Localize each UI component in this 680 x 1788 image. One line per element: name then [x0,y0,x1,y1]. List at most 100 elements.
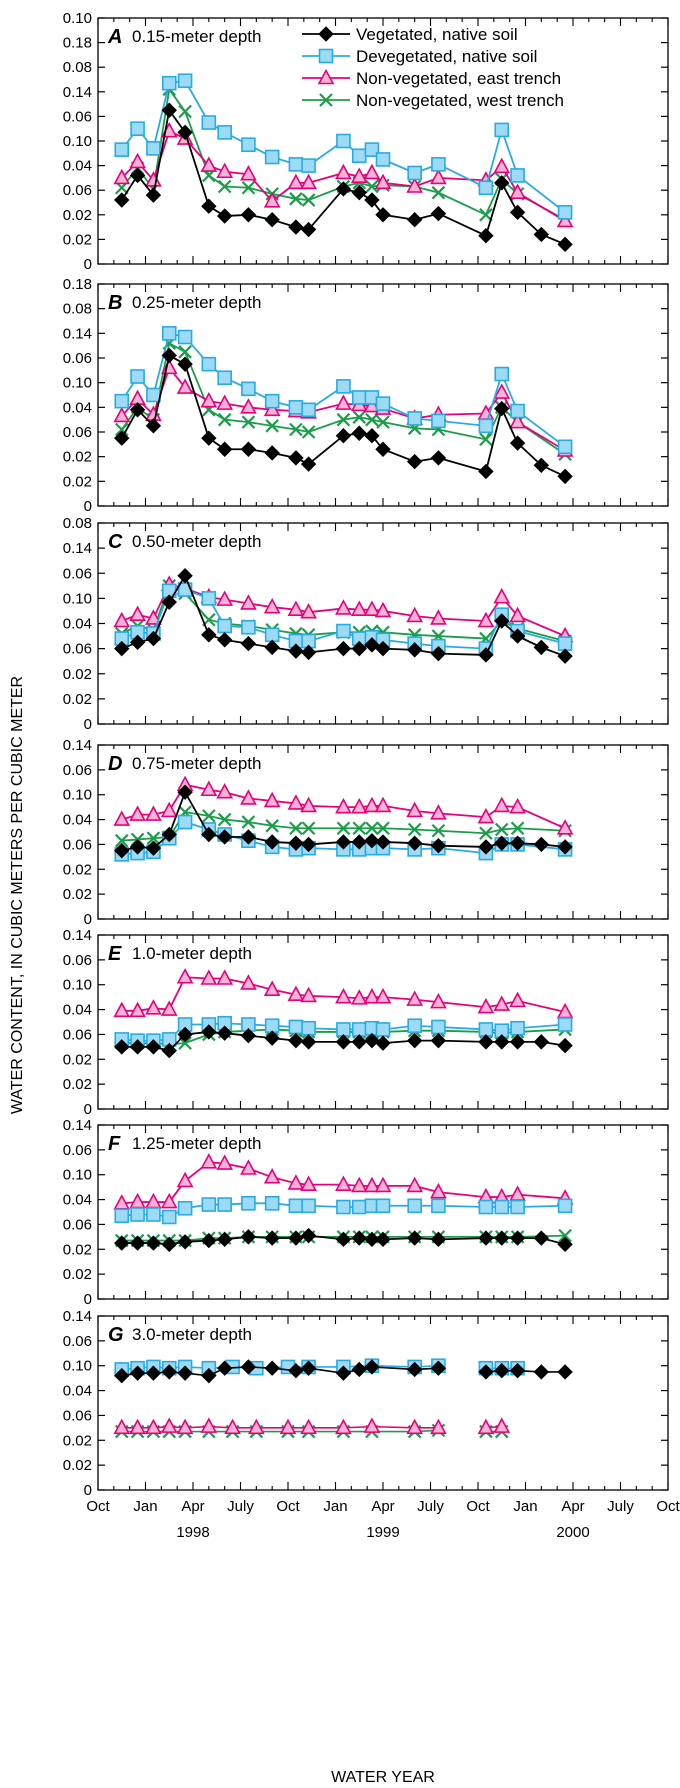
data-point [263,400,281,417]
data-point [240,1359,257,1375]
data-point [478,228,494,244]
data-point [431,157,446,172]
x-year-label: 1998 [176,1524,209,1541]
data-point [431,185,446,200]
data-point [556,211,574,228]
y-axis-title: WATER CONTENT, IN CUBIC METERS PER CUBIC… [9,676,26,1114]
y-tick-label: 0.18 [63,35,92,52]
data-point [477,807,495,824]
data-point [113,810,131,826]
data-point [176,968,194,984]
data-point [160,1000,178,1016]
x-tick-label: Apr [371,1498,394,1515]
data-point [479,432,493,447]
data-point [364,142,380,157]
data-point [557,1017,573,1032]
y-tick-label: 0.06 [63,1333,92,1350]
data-point [478,418,494,434]
y-tick-label: 0.10 [63,10,92,27]
data-point [363,796,381,813]
data-point [494,1362,510,1379]
data-point [494,400,510,417]
x-tick-label: July [417,1498,444,1515]
data-point [375,441,391,457]
y-tick-label: 0.02 [63,861,92,878]
data-point [113,1418,131,1435]
data-point [114,142,130,157]
data-point [240,635,257,652]
data-point [217,618,232,634]
data-point [161,1364,177,1380]
y-tick-label: 0 [84,498,92,515]
data-point [129,1192,146,1209]
series-line [121,790,566,852]
data-point [287,600,305,616]
data-point [129,167,146,184]
data-point [533,1230,550,1246]
data-point [177,784,193,800]
data-point [335,1231,352,1248]
data-point [240,1159,257,1175]
data-point [336,412,351,427]
data-point [477,997,495,1014]
data-point [494,835,510,851]
data-point [240,398,257,414]
y-tick-label: 0.04 [63,1383,92,1400]
y-tick-label: 0.14 [63,325,92,342]
y-tick-label: 0.04 [63,1192,92,1209]
data-point [240,1027,257,1044]
data-point [224,1418,241,1435]
data-point [335,427,352,444]
data-point [217,812,232,827]
y-tick-label: 0.06 [63,565,92,582]
panel-title: 1.25-meter depth [132,1134,261,1153]
panels: 0.02 0.04 0.06 0.08 0.10 0 0.02 0.06 0.10 0.14 0.1… [63,10,669,1499]
data-point [217,179,232,194]
data-point [114,430,130,446]
x-tick-label: July [607,1498,634,1515]
series-devegetated-native [114,1358,525,1377]
data-point [300,1360,317,1376]
data-point [430,1418,447,1435]
series-devegetated-native [114,326,573,455]
data-point [430,450,447,466]
data-point [288,1230,304,1246]
data-point [178,104,192,119]
data-point [374,173,392,190]
data-point [288,835,304,851]
series-vegetated-native [114,784,573,859]
data-point [335,1034,352,1050]
data-point [478,1022,494,1037]
data-point [374,987,392,1004]
x-tick-label: Apr [181,1498,204,1515]
data-point [288,1198,304,1214]
x-axis: Oct Jan Apr July Oct Jan Apr July Oct Jan Apr July O… [86,1498,680,1541]
data-point [351,148,367,164]
data-point [241,1196,256,1211]
y-tick-label: 0.18 [63,276,92,293]
y-tick-label: 0.10 [63,787,92,804]
data-point [145,1235,162,1251]
legend-label: Devegetated, native soil [356,47,537,66]
panel-e: 0.02 0.04 0.06 0 0.02 0.06 0.10 0.14 E 1.0-meter … [63,927,669,1118]
data-point [216,783,234,799]
data-point [478,647,494,663]
y-tick-label: 0.06 [63,350,92,367]
data-point [478,1230,494,1246]
data-point [493,1417,511,1433]
data-point [300,1034,317,1050]
data-point [264,1196,280,1211]
data-point [509,628,526,644]
data-point [129,1001,146,1018]
data-point [114,842,130,859]
data-point [350,600,368,616]
data-point [264,1030,280,1046]
x-tick-label: Jan [133,1498,157,1515]
y-tick-label: 0.06 [63,1407,92,1424]
data-point [240,441,257,457]
data-point [161,1209,177,1225]
data-point [509,1034,526,1050]
data-point [364,832,380,849]
data-point [478,1199,494,1215]
y-tick-label: 0.08 [63,301,92,318]
